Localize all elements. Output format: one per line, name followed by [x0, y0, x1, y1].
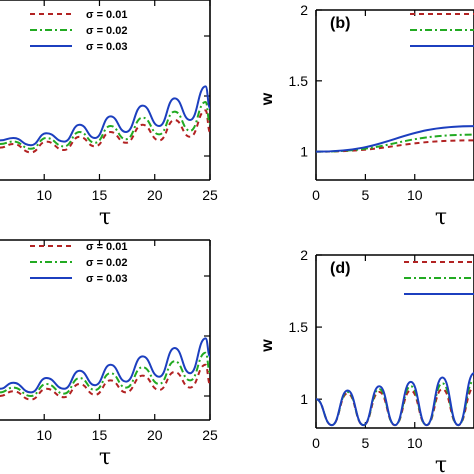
- chart-panel-4: 0 5 10 1 1.5 2 τ w (d): [259, 247, 474, 474]
- chart-panel-1: 10 15 20 25 τ σ = 0.01 σ = 0.02 σ = 0.03: [0, 0, 218, 230]
- x-tick-label: 20: [147, 427, 163, 443]
- x-tick-label: 25: [202, 427, 218, 443]
- x-tick-label: 15: [92, 427, 108, 443]
- x-tick-label: 20: [147, 187, 163, 203]
- x-tick-label: 0: [312, 187, 320, 203]
- legend: σ = 0.01 σ = 0.02 σ = 0.03: [30, 241, 127, 285]
- x-tick-label: 25: [202, 187, 218, 203]
- x-tick-label: 5: [361, 187, 369, 203]
- y-tick-label: 2: [300, 247, 308, 263]
- y-tick-label: 1: [300, 144, 308, 160]
- legend-label-2: σ = 0.02: [86, 25, 127, 37]
- x-tick-label: 15: [92, 187, 108, 203]
- plot-area: [0, 337, 210, 401]
- legend-label-3: σ = 0.03: [86, 41, 127, 53]
- y-tick-label: 1.5: [289, 73, 309, 89]
- y-tick-label: 2: [300, 2, 308, 18]
- y-axis-label: w: [259, 339, 276, 353]
- x-axis-label: τ: [99, 445, 111, 470]
- x-tick-label: 0: [312, 435, 320, 451]
- plot-area: [316, 372, 474, 427]
- x-axis-label: τ: [99, 205, 111, 230]
- series-line-3: [0, 85, 210, 147]
- legend-label-2: σ = 0.02: [86, 257, 127, 269]
- panel-label: (d): [330, 260, 350, 277]
- plot-area: [316, 125, 474, 153]
- series-line-1: [0, 109, 210, 154]
- series-line-3: [0, 337, 210, 394]
- legend: [410, 13, 474, 47]
- series-line-2: [316, 133, 474, 153]
- y-tick-label: 1.5: [289, 319, 309, 335]
- plot-area: [0, 85, 210, 154]
- series-line-3: [316, 372, 474, 427]
- series-line-2: [0, 100, 210, 150]
- chart-panel-2: 0 5 10 1 1.5 2 τ w (b): [259, 2, 474, 230]
- y-tick-label: 1: [300, 391, 308, 407]
- x-tick-label: 10: [36, 427, 52, 443]
- x-tick-label: 10: [407, 435, 423, 451]
- x-axis-label: τ: [435, 205, 447, 230]
- series-line-1: [0, 363, 210, 401]
- chart-panel-3: 10 15 20 25 τ σ = 0.01 σ = 0.02 σ = 0.03: [0, 239, 218, 470]
- y-axis-label: w: [259, 92, 276, 106]
- legend: [404, 261, 474, 295]
- x-tick-label: 10: [36, 187, 52, 203]
- x-axis-label: τ: [435, 453, 447, 474]
- legend-label-3: σ = 0.03: [86, 273, 127, 285]
- legend-label-1: σ = 0.01: [86, 9, 127, 21]
- x-tick-label: 10: [407, 187, 423, 203]
- x-tick-label: 5: [361, 435, 369, 451]
- legend-label-1: σ = 0.01: [86, 241, 127, 253]
- series-line-3: [316, 125, 474, 153]
- series-line-2: [0, 351, 210, 398]
- legend: σ = 0.01 σ = 0.02 σ = 0.03: [30, 9, 127, 53]
- panel-label: (b): [330, 15, 350, 32]
